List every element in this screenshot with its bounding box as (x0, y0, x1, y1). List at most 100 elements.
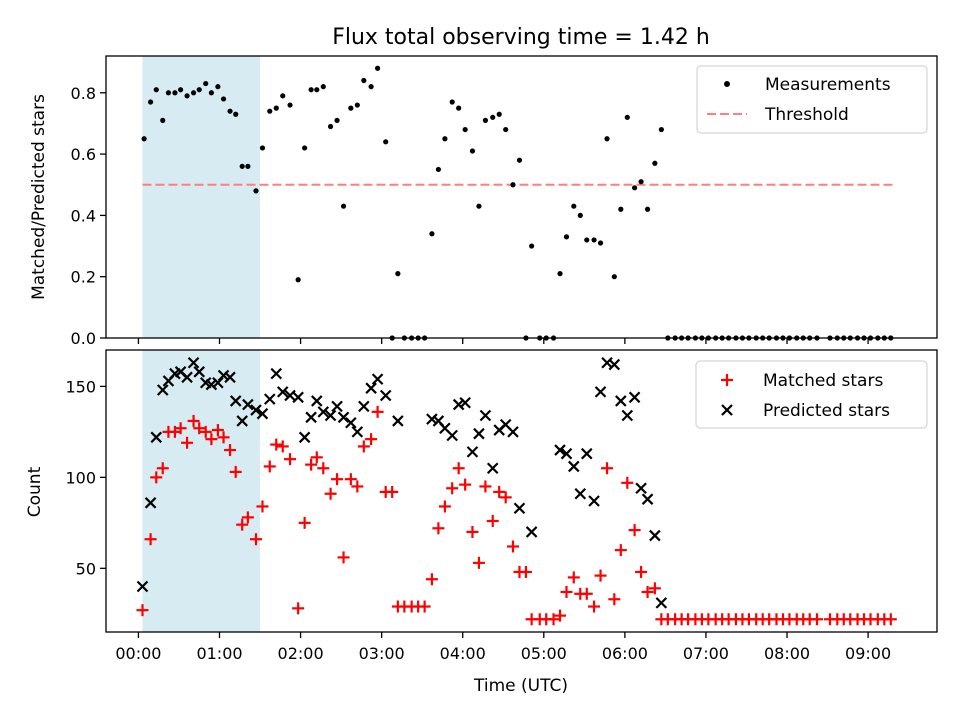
predicted-star-point (446, 429, 458, 442)
measurement-point (327, 123, 334, 130)
matched-star-point (628, 524, 641, 537)
measurement-point (334, 117, 340, 123)
matched-star-point (331, 473, 344, 486)
measurement-point (190, 90, 197, 96)
count-x-axis: 00:00 01:00 02:00 03:00 04:00 05:00 06:00 07:00… (115, 632, 891, 663)
matched-star-point (249, 533, 262, 546)
measurement-point (245, 163, 251, 169)
matched-star-point (608, 593, 621, 606)
matched-star-point (217, 431, 230, 444)
predicted-star-point (298, 431, 311, 444)
y-tick-label: 0.6 (71, 145, 96, 164)
predicted-star-point (594, 386, 607, 398)
predicted-star-point (276, 386, 289, 398)
predicted-star-point (615, 395, 627, 407)
measurement-point (584, 237, 590, 243)
predicted-star-point (486, 462, 499, 475)
legend-measurements-marker (724, 81, 730, 87)
measurement-point (208, 90, 214, 96)
measurement-point (233, 111, 239, 117)
x-tick-label: 07:00 (683, 644, 729, 663)
matched-star-point (317, 462, 330, 475)
x-tick-label: 08:00 (764, 644, 810, 663)
matched-star-point (229, 465, 242, 478)
count-y-axis: 50 100 150 (65, 377, 106, 578)
measurement-point (172, 90, 178, 96)
measurement-point (302, 145, 308, 151)
matched-star-point (211, 424, 224, 437)
matched-star-point (193, 422, 206, 435)
predicted-star-point (193, 366, 206, 378)
predicted-star-point (459, 396, 471, 409)
measurement-point (624, 114, 630, 120)
count-y-axis-label: Count (25, 466, 45, 517)
ratio-x-ticks (137, 338, 869, 344)
measurement-point (215, 84, 221, 90)
predicted-star-point (466, 446, 479, 458)
legend-threshold-label: Threshold (764, 105, 849, 125)
predicted-star-point (608, 358, 621, 371)
ratio-axes-frame (105, 55, 938, 339)
x-tick-label: 01:00 (196, 644, 242, 663)
measurement-point (203, 80, 209, 87)
measurement-point (273, 105, 279, 111)
matched-star-point (418, 600, 431, 613)
measurement-point (529, 243, 535, 249)
predicted-star-point (324, 409, 337, 422)
predicted-star-point (311, 395, 323, 407)
measurement-point (280, 93, 286, 99)
matched-star-point (547, 613, 560, 626)
predicted-star-point (236, 415, 248, 427)
predicted-star-point (217, 369, 230, 382)
matched-star-point (432, 522, 445, 535)
predicted-star-point (560, 447, 573, 460)
legend-measurements-label: Measurements (765, 75, 891, 95)
measurement-point (340, 203, 347, 209)
matched-star-point (648, 582, 661, 595)
predicted-star-point (513, 502, 526, 515)
matched-star-point (174, 422, 187, 435)
predicted-star-point (507, 426, 519, 438)
measurement-point (220, 96, 227, 102)
measurement-point (591, 237, 597, 243)
count-axes-frame (105, 349, 938, 633)
predicted-star-point (479, 409, 492, 422)
matched-star-point (344, 473, 357, 486)
predicted-star-point (345, 416, 357, 429)
predicted-star-point (187, 356, 200, 369)
measurement-point (165, 90, 172, 96)
measurement-point (227, 108, 233, 114)
predicted-star-point (224, 371, 236, 384)
matched-star-point (519, 565, 532, 578)
measurement-point (557, 271, 563, 277)
predicted-star-point (473, 427, 485, 440)
predicted-star-point (358, 400, 370, 413)
predicted-star-point (641, 493, 654, 505)
predicted-star-point (379, 389, 392, 402)
predicted-star-point (426, 413, 438, 425)
matched-star-point (236, 518, 249, 531)
matched-star-point (150, 471, 163, 484)
matched-star-point (472, 556, 485, 569)
matched-star-point (371, 405, 384, 418)
measurement-point (348, 105, 354, 111)
measurement-point (395, 271, 401, 277)
matched-star-point (635, 565, 648, 578)
predicted-star-point (580, 447, 593, 460)
predicted-star-point (365, 382, 377, 394)
matched-star-point (479, 480, 492, 493)
predicted-star-point (337, 411, 350, 424)
legend-matched-marker (721, 374, 733, 386)
measurement-point (153, 87, 159, 93)
y-tick-label: 100 (65, 468, 96, 487)
measurement-point (618, 206, 624, 212)
chart-title: Flux total observing time = 1.42 h (332, 25, 710, 50)
measurement-point (503, 126, 509, 133)
measurement-point (429, 231, 435, 237)
matched-star-point (614, 544, 627, 557)
measurement-point (638, 179, 644, 185)
matched-star-point (298, 516, 311, 529)
predicted-star-point (649, 529, 661, 542)
measurement-point (516, 157, 523, 163)
